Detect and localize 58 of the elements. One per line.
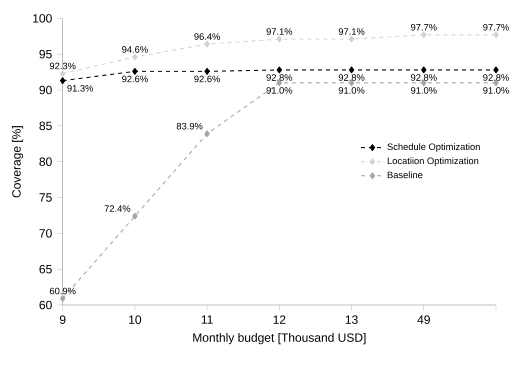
point	[348, 36, 354, 43]
point	[204, 68, 210, 75]
point	[60, 77, 66, 84]
data-label: 94.6%	[122, 46, 148, 53]
data-label: 92.8%	[483, 74, 509, 81]
legend-label: Locatiion Optimization	[388, 157, 478, 166]
y-tick-label: 65	[40, 264, 52, 274]
y-tick-label: 80	[39, 157, 52, 166]
y-axis-title: Coverage [%]	[12, 126, 24, 198]
x-tick-label: 12	[274, 315, 286, 324]
data-label: 91.3%	[67, 84, 94, 92]
data-label: 60.9%	[50, 288, 76, 294]
data-label: 92.6%	[122, 76, 148, 82]
x-tick-label: 49	[417, 315, 430, 324]
data-label: 97.1%	[338, 28, 364, 35]
legend-label: Baseline	[388, 171, 422, 178]
data-label: 97.7%	[483, 24, 509, 31]
point	[132, 212, 138, 220]
point	[204, 130, 210, 138]
y-tick-label: 100	[33, 14, 52, 23]
data-label: 92.8%	[338, 74, 364, 81]
point	[204, 40, 210, 48]
x-tick-label: 11	[202, 315, 213, 324]
y-tick-label: 90	[39, 86, 52, 94]
data-label: 91.0%	[483, 87, 509, 94]
point	[60, 295, 66, 302]
data-label: 92.8%	[266, 74, 292, 81]
y-tick-label: 75	[40, 193, 52, 202]
point	[132, 68, 138, 75]
y-tick-label: 70	[40, 229, 52, 238]
data-label: 92.6%	[194, 76, 220, 82]
point	[421, 31, 427, 38]
point	[348, 66, 354, 74]
data-label: 92.3%	[50, 62, 76, 70]
x-tick-label: 10	[129, 315, 142, 324]
data-label: 91.0%	[338, 87, 364, 94]
legend-label: Schedule Optimization	[387, 143, 480, 152]
x-tick-label: 9	[60, 315, 66, 324]
point	[421, 66, 427, 74]
point	[493, 31, 499, 38]
data-label: 97.7%	[410, 24, 437, 31]
data-label: 83.9%	[176, 122, 203, 130]
data-label: 96.4%	[194, 33, 220, 40]
data-label: 91.0%	[266, 87, 292, 94]
point	[60, 70, 66, 77]
data-label: 97.1%	[266, 28, 292, 35]
x-tick-label: 13	[346, 315, 358, 324]
x-axis-title: Monthly budget [Thousand USD]	[193, 333, 366, 344]
data-label: 91.0%	[410, 87, 437, 94]
y-tick-label: 85	[39, 122, 52, 130]
point	[276, 36, 282, 43]
data-label: 92.8%	[410, 74, 437, 81]
y-tick-label: 95	[39, 50, 52, 58]
point	[493, 66, 499, 74]
y-tick-label: 60	[40, 300, 52, 310]
point	[276, 66, 282, 74]
point	[132, 54, 138, 61]
data-label: 72.4%	[104, 205, 130, 212]
